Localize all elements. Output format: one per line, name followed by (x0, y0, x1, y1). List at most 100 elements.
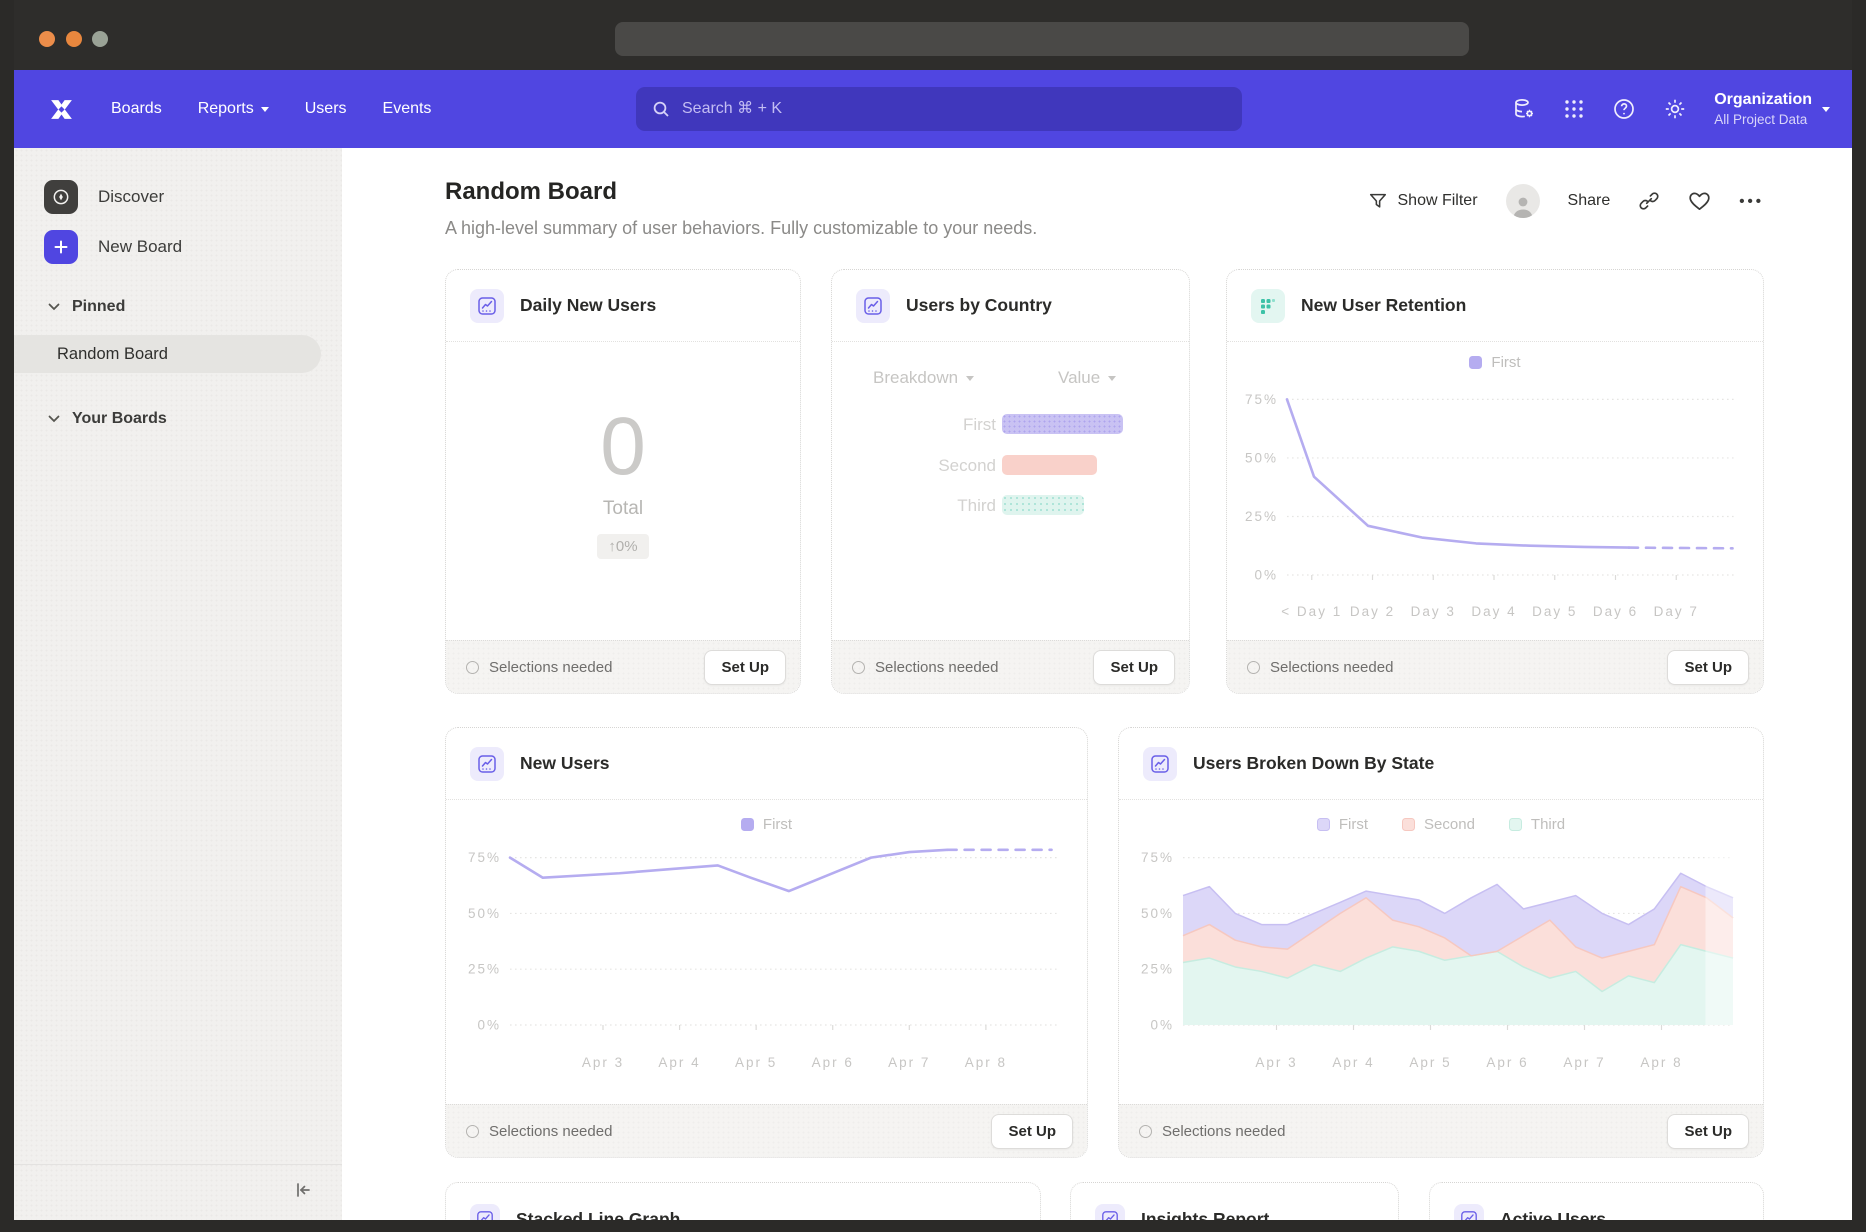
chevron-down-icon (1108, 376, 1116, 381)
sidebar-collapse-icon[interactable] (292, 1179, 314, 1206)
sidebar-item-random-board[interactable]: Random Board (14, 335, 321, 373)
card-title: Daily New Users (520, 295, 656, 316)
help-icon[interactable] (1612, 97, 1636, 121)
status-label: Selections needed (875, 659, 998, 676)
chevron-down-icon (1822, 107, 1830, 112)
nav-item-events[interactable]: Events (383, 100, 432, 118)
value-dropdown[interactable]: Value (1058, 368, 1116, 388)
svg-text:75%: 75% (468, 850, 501, 865)
breakdown-row-label: Third (882, 496, 996, 516)
status-label: Selections needed (1270, 659, 1393, 676)
card-title: Insights Report (1141, 1209, 1269, 1221)
svg-text:Day 5: Day 5 (1532, 604, 1577, 619)
svg-text:Apr 8: Apr 8 (965, 1055, 1007, 1070)
svg-text:Apr 5: Apr 5 (1409, 1055, 1451, 1070)
window-border-bottom (0, 1220, 1866, 1232)
nav-item-reports[interactable]: Reports (198, 100, 269, 118)
sidebar-section-pinned[interactable]: Pinned (48, 298, 125, 316)
status-selections-needed: Selections needed (1139, 1123, 1285, 1140)
card-header: Users by Country (832, 270, 1189, 342)
nav-item-events-label: Events (383, 100, 432, 118)
insights-chart-icon (470, 1204, 500, 1220)
breakdown-dropdown[interactable]: Breakdown (873, 368, 974, 388)
filter-funnel-icon (1368, 191, 1388, 211)
breakdown-row-label: First (882, 415, 996, 435)
card-header: Users Broken Down By State (1119, 728, 1763, 800)
insights-chart-icon (856, 289, 890, 323)
sidebar-footer (14, 1164, 342, 1220)
dropdown-label: Breakdown (873, 368, 958, 388)
set-up-button[interactable]: Set Up (991, 1114, 1073, 1149)
org-name: Organization (1714, 91, 1812, 109)
svg-text:< Day 1: < Day 1 (1281, 604, 1342, 619)
sidebar-item-new-board[interactable]: New Board (44, 230, 182, 264)
svg-text:25%: 25% (468, 962, 501, 977)
set-up-button[interactable]: Set Up (1667, 650, 1749, 685)
svg-text:Day 7: Day 7 (1654, 604, 1699, 619)
favorite-heart-icon[interactable] (1688, 190, 1711, 212)
card-new-users: New Users First 0%25%50%75%Apr 3Apr 4Apr… (445, 727, 1088, 1158)
metric-delta-badge: ↑0% (597, 534, 648, 559)
org-switcher[interactable]: Organization All Project Data (1714, 91, 1830, 127)
avatar[interactable] (1506, 184, 1540, 218)
status-selections-needed: Selections needed (1247, 659, 1393, 676)
card-daily-new-users: Daily New Users 0 Total ↑0% Selections n… (445, 269, 801, 694)
show-filter-label: Show Filter (1398, 192, 1478, 210)
breakdown-bar-second (1002, 455, 1097, 475)
plus-icon (44, 230, 78, 264)
set-up-button[interactable]: Set Up (1667, 1114, 1749, 1149)
radio-circle-icon (466, 1125, 479, 1138)
nav-item-boards[interactable]: Boards (111, 100, 162, 118)
window-zoom-button[interactable] (92, 31, 108, 47)
svg-text:Apr 8: Apr 8 (1640, 1055, 1682, 1070)
card-title: Active Users (1500, 1209, 1606, 1221)
legend-swatch (1469, 356, 1482, 369)
card-footer: Selections needed Set Up (1119, 1104, 1763, 1157)
status-selections-needed: Selections needed (466, 659, 612, 676)
data-management-icon[interactable] (1512, 97, 1536, 121)
board-content: Random Board A high-level summary of use… (342, 148, 1852, 1220)
metric-label: Total (603, 498, 643, 520)
share-button[interactable]: Share (1568, 192, 1611, 210)
card-title: New User Retention (1301, 295, 1466, 316)
nav-item-users-label: Users (305, 100, 347, 118)
set-up-button[interactable]: Set Up (1093, 650, 1175, 685)
card-header: Insights Report (1071, 1183, 1398, 1220)
window-minimize-button[interactable] (66, 31, 82, 47)
share-label: Share (1568, 192, 1611, 210)
card-footer: Selections needed Set Up (446, 1104, 1087, 1157)
search-input[interactable] (682, 100, 1226, 118)
chevron-down-icon (48, 303, 60, 311)
status-label: Selections needed (489, 659, 612, 676)
card-title: New Users (520, 753, 610, 774)
sidebar-item-discover[interactable]: Discover (44, 180, 164, 214)
global-search[interactable] (636, 87, 1242, 131)
legend-swatch (741, 818, 754, 831)
set-up-button[interactable]: Set Up (704, 650, 786, 685)
retention-grid-icon (1251, 289, 1285, 323)
browser-address-bar[interactable] (615, 22, 1469, 56)
svg-text:Day 3: Day 3 (1411, 604, 1456, 619)
mixpanel-logo-icon[interactable] (48, 96, 75, 123)
nav-item-users[interactable]: Users (305, 100, 347, 118)
radio-circle-icon (466, 661, 479, 674)
chevron-down-icon (966, 376, 974, 381)
card-title: Users Broken Down By State (1193, 753, 1434, 774)
show-filter-button[interactable]: Show Filter (1368, 191, 1478, 211)
svg-text:75%: 75% (1245, 392, 1278, 407)
window-border-left (0, 0, 14, 1232)
radio-circle-icon (1247, 661, 1260, 674)
svg-text:Day 4: Day 4 (1471, 604, 1516, 619)
radio-circle-icon (1139, 1125, 1152, 1138)
sidebar-section-your-boards[interactable]: Your Boards (48, 410, 167, 428)
card-footer: Selections needed Set Up (1227, 640, 1763, 693)
svg-text:Apr 7: Apr 7 (888, 1055, 930, 1070)
sidebar-section-label: Pinned (72, 298, 125, 316)
svg-text:Day 2: Day 2 (1350, 604, 1395, 619)
svg-text:Apr 7: Apr 7 (1563, 1055, 1605, 1070)
more-options-icon[interactable]: ••• (1739, 193, 1764, 210)
apps-grid-icon[interactable] (1563, 98, 1585, 120)
copy-link-icon[interactable] (1638, 190, 1660, 212)
settings-gear-icon[interactable] (1663, 97, 1687, 121)
window-close-button[interactable] (39, 31, 55, 47)
